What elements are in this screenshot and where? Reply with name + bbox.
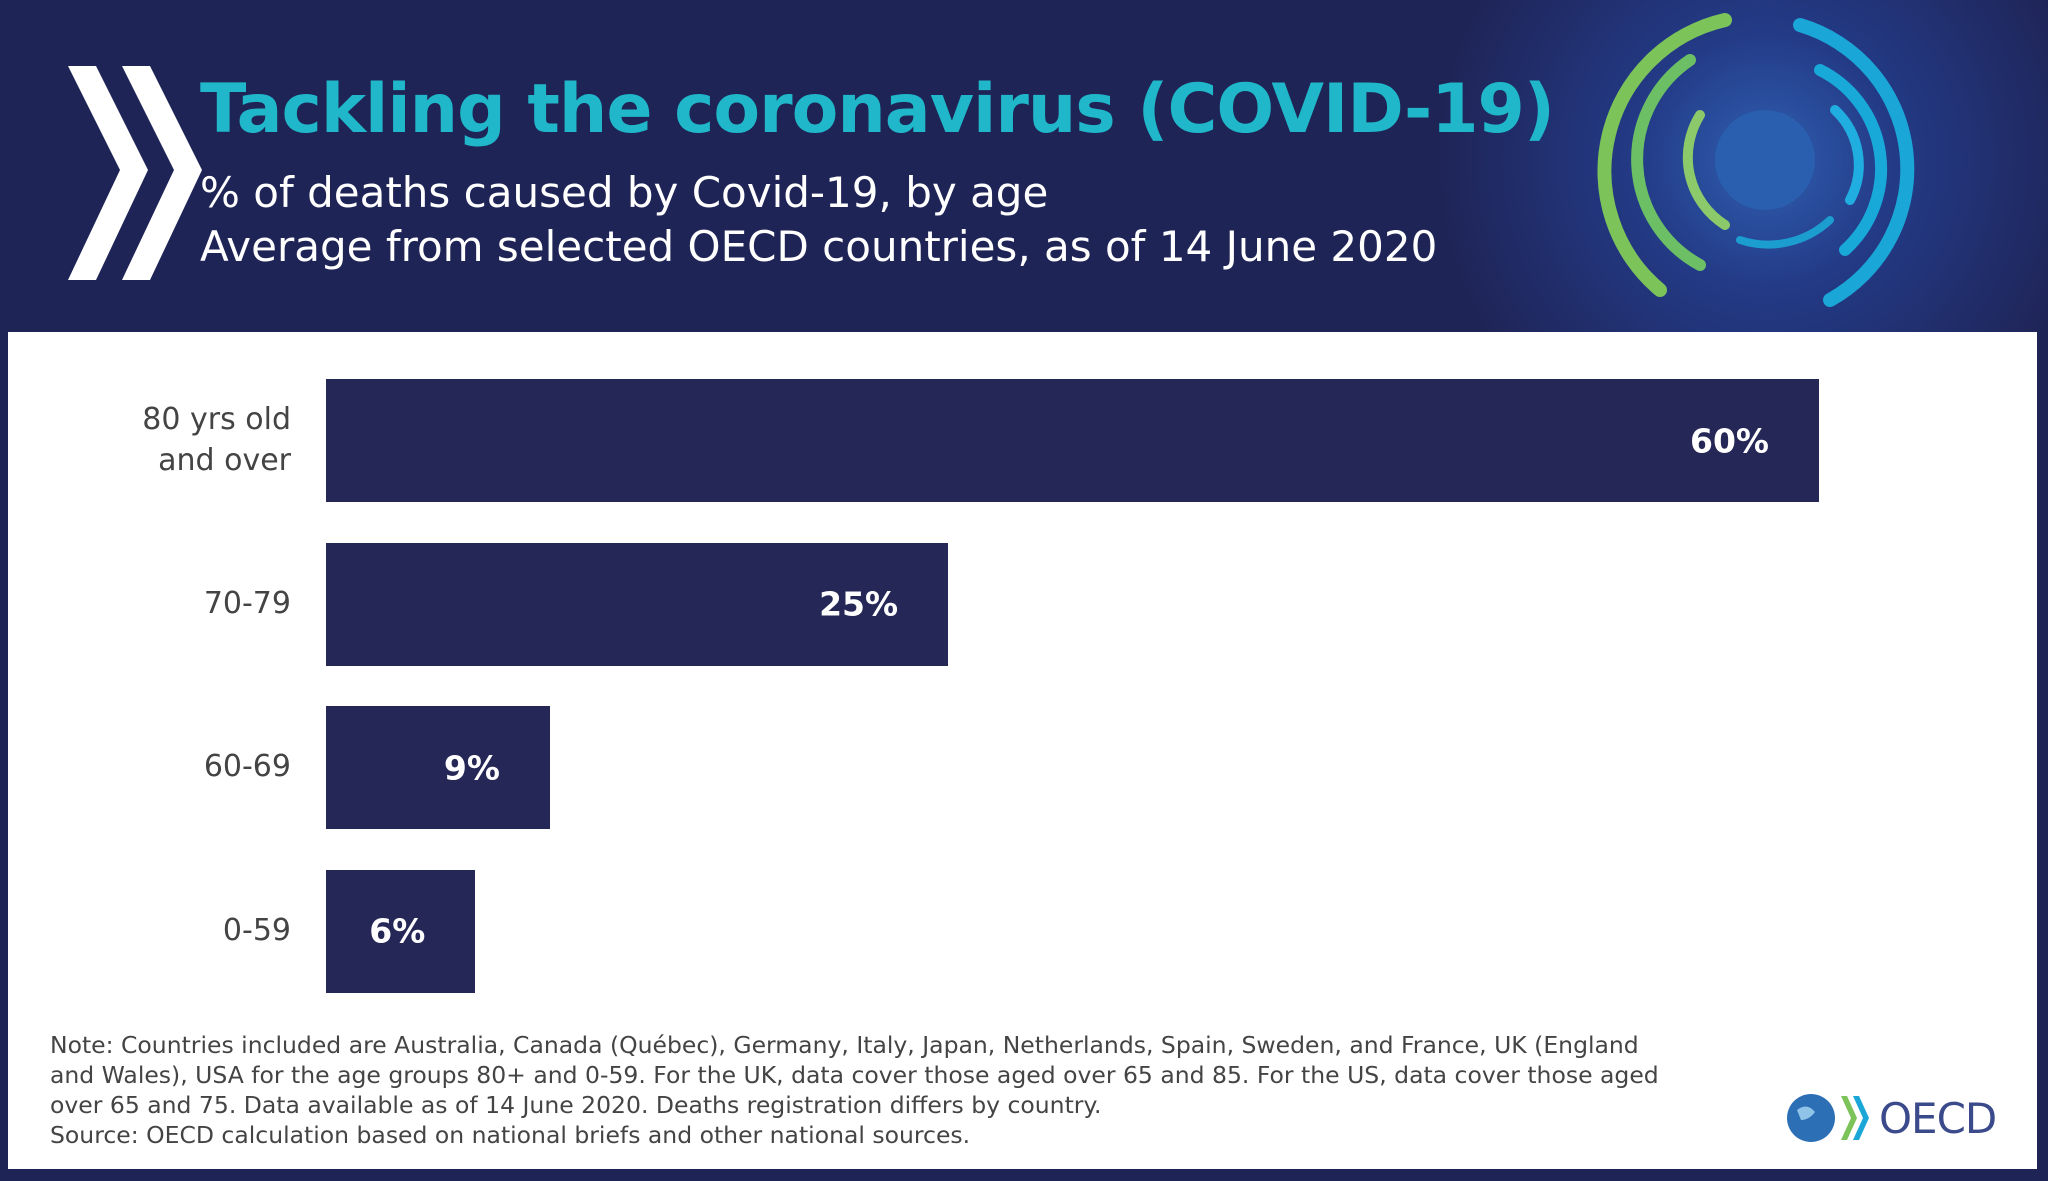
chevron: [122, 66, 202, 280]
rings: [1597, 13, 1915, 307]
subtitle: % of deaths caused by Covid-19, by age: [200, 168, 1049, 217]
category-label: 0-59: [222, 912, 291, 948]
value-label: 25%: [819, 584, 899, 624]
category-label: 80 yrs old and over: [142, 402, 291, 478]
note: Note: Countries included are Australia, …: [50, 1031, 1659, 1119]
bar: [326, 869, 476, 993]
category-label: 60-69: [203, 749, 291, 785]
value-label: 60%: [1690, 421, 1769, 460]
header-decor: [68, 13, 1915, 307]
value-label: 6%: [369, 911, 426, 951]
bar: [326, 706, 550, 829]
source: Source: OECD calculation based on nation…: [50, 1121, 971, 1149]
bar: [326, 379, 1819, 502]
chevron: [68, 66, 148, 280]
logo-text: OECD: [1879, 1093, 1997, 1143]
title: Tackling the coronavirus (COVID-19): [200, 70, 1555, 149]
logo: OECD: [1785, 1090, 1997, 1146]
logo-mark: [1787, 1094, 1869, 1142]
value-label: 9%: [443, 748, 500, 787]
bar: [326, 542, 949, 666]
header: Tackling the coronavirus (COVID-19) % of…: [0, 0, 2048, 332]
subtitle: Average from selected OECD countries, as…: [200, 222, 1438, 271]
category-label: 70-79: [203, 585, 291, 621]
